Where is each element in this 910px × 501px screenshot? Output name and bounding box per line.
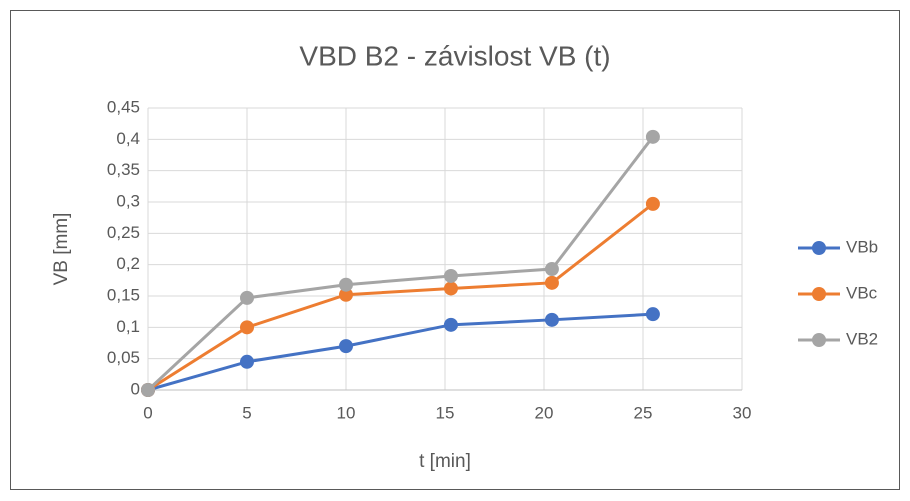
- x-tick-label: 0: [143, 403, 152, 422]
- data-point: [645, 196, 660, 211]
- legend-marker: [812, 241, 826, 255]
- x-tick-label: 5: [242, 403, 251, 422]
- data-point: [645, 129, 660, 144]
- legend-label: VBc: [846, 283, 878, 302]
- y-tick-label: 0: [131, 379, 140, 398]
- x-tick-label: 30: [733, 403, 752, 422]
- x-tick-label: 15: [436, 403, 455, 422]
- y-tick-label: 0,15: [107, 285, 140, 304]
- data-point: [443, 281, 458, 296]
- series-line: [147, 202, 654, 392]
- data-point: [339, 277, 353, 292]
- legend-label: VB2: [846, 329, 878, 348]
- y-tick-label: 0,35: [107, 160, 140, 179]
- chart-border: [10, 10, 900, 490]
- legend-marker: [812, 287, 826, 301]
- x-tick-label: 25: [634, 403, 653, 422]
- y-tick-label: 0,4: [116, 129, 140, 148]
- x-tick-label: 20: [535, 403, 554, 422]
- series-line: [147, 312, 653, 392]
- data-point: [240, 354, 254, 369]
- data-point: [141, 383, 155, 397]
- y-tick-label: 0,1: [116, 317, 140, 336]
- data-point: [240, 320, 254, 335]
- data-point: [544, 312, 559, 327]
- data-point: [544, 262, 559, 277]
- x-tick-label: 10: [337, 403, 356, 422]
- x-axis-title: t [min]: [419, 451, 471, 472]
- y-tick-label: 0,25: [107, 223, 140, 242]
- y-axis-title: VB [mm]: [51, 213, 72, 286]
- chart-title: VBD B2 - závislost VB (t): [299, 40, 610, 71]
- legend-label: VBb: [846, 237, 878, 256]
- y-tick-label: 0,2: [116, 254, 140, 273]
- legend-marker: [812, 333, 826, 347]
- data-point: [645, 307, 660, 322]
- data-point: [240, 290, 254, 305]
- data-point: [339, 339, 353, 354]
- data-point: [339, 287, 353, 302]
- data-point: [544, 275, 559, 290]
- y-tick-label: 0,45: [107, 97, 140, 116]
- data-point: [443, 317, 458, 332]
- series-line: [146, 135, 655, 392]
- y-tick-label: 0,05: [107, 348, 140, 367]
- y-tick-label: 0,3: [116, 191, 140, 210]
- data-point: [443, 268, 458, 283]
